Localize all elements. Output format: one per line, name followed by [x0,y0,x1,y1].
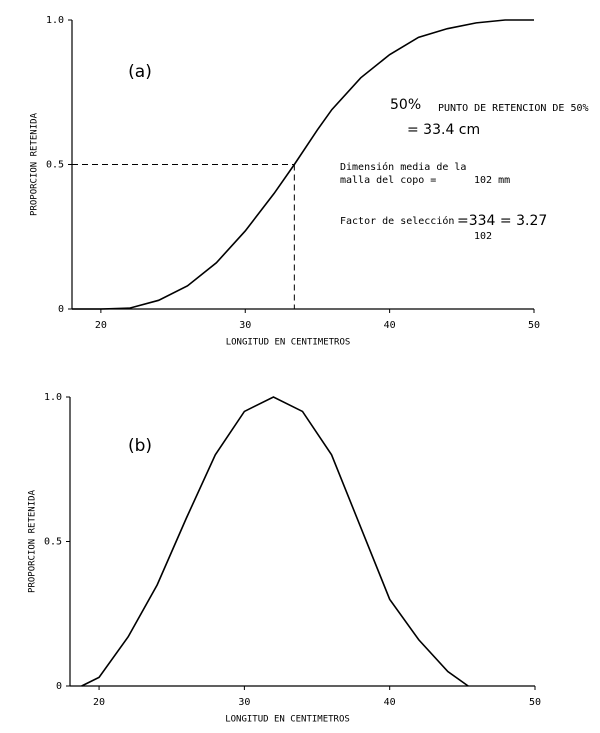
x-axis-label: LONGITUD EN CENTIMETROS [225,715,350,725]
annotation: =334 = 3.27 [457,213,547,229]
x-tick-label: 30 [239,320,251,331]
annotation: 50% [390,97,421,113]
curve [72,19,534,310]
annotation: 102 mm [474,175,510,186]
annotation: PUNTO DE RETENCION DE 50% [438,103,589,114]
y-axis-label: PROPORCION RETENIDA [30,112,40,216]
y-tick-label: 0 [58,304,64,315]
panel-label: (b) [128,436,152,456]
x-tick-label: 50 [528,320,540,331]
curve [81,396,469,687]
y-tick-label: 0 [56,681,62,692]
x-tick-label: 40 [384,697,396,708]
annotation: = 33.4 cm [407,122,480,138]
y-tick-label: 0.5 [44,537,62,548]
y-tick-label: 1.0 [44,392,62,403]
annotation: malla del copo = [340,175,436,186]
x-tick-label: 30 [238,697,250,708]
panel-label: (a) [128,62,152,82]
x-tick-label: 20 [93,697,105,708]
y-tick-label: 0.5 [46,160,64,171]
annotation: Factor de selección [340,215,454,227]
x-tick-label: 50 [529,697,541,708]
x-tick-label: 20 [95,320,107,331]
annotation: Dimensión media de la [340,161,466,173]
x-axis-label: LONGITUD EN CENTIMETROS [226,338,351,348]
y-axis-label: PROPORCION RETENIDA [28,489,38,593]
y-tick-label: 1.0 [46,15,64,26]
annotation: 102 [474,231,492,242]
x-tick-label: 40 [384,320,396,331]
